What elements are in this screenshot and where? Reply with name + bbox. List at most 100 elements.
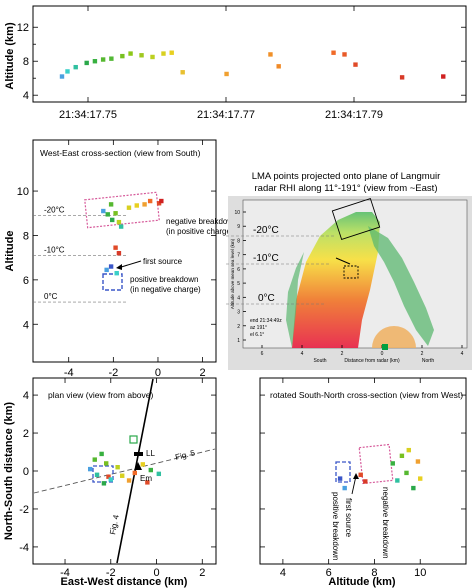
radar-ytick-label: 2 xyxy=(237,324,240,330)
ll-marker xyxy=(134,452,143,456)
plan-view-ylabel: North-South distance (km) xyxy=(3,402,15,540)
plan-view-xlabel: East-West distance (km) xyxy=(61,576,188,588)
west-east-point xyxy=(108,264,114,269)
time-altitude-point xyxy=(224,71,229,77)
pos-breakdown-label-1: positive breakdown xyxy=(130,275,198,284)
radar-ytick-label: 8 xyxy=(237,238,240,244)
radar-isotherm-10-label: -10°C xyxy=(253,253,279,264)
time-altitude-xtick-label: 21:34:17.79 xyxy=(325,109,383,121)
plan-view-xtick-label: -4 xyxy=(60,567,70,579)
radar-echo-green-right xyxy=(368,226,434,346)
radar-ytick-label: 9 xyxy=(237,224,240,230)
radar-isotherm-0-label: 0°C xyxy=(258,293,275,304)
west-east-point xyxy=(118,224,124,229)
plan-view-point xyxy=(87,466,93,472)
plan-view-point xyxy=(104,461,109,466)
radar-rhi-panel: LMA points projected onto plane of Langm… xyxy=(226,171,472,370)
radar-xtick-label: 2 xyxy=(341,351,344,357)
radar-isotherm-20-label: -20°C xyxy=(253,225,279,236)
time-altitude-point xyxy=(65,69,70,74)
sn-blue-box xyxy=(335,461,351,483)
time-altitude-point xyxy=(353,62,358,67)
west-east-point xyxy=(101,208,106,214)
south-north-point xyxy=(411,485,416,491)
radar-upper-box xyxy=(331,197,381,241)
south-north-frame xyxy=(259,377,467,565)
plan-view-point xyxy=(106,474,111,479)
west-east-panel: West-East cross-section (view from South… xyxy=(4,139,238,379)
time-altitude-point xyxy=(331,50,336,55)
radar-xtick-label: 0 xyxy=(381,351,384,357)
radar-echo-green-left xyxy=(286,252,304,348)
time-altitude-point xyxy=(84,60,89,66)
plan-view-point xyxy=(94,472,100,477)
time-altitude-point xyxy=(161,51,166,56)
west-east-point xyxy=(104,267,109,273)
radar-ytick-label: 3 xyxy=(237,310,240,316)
south-north-point xyxy=(415,459,421,464)
time-altitude-point xyxy=(180,70,185,75)
plan-view-ytick-label: -4 xyxy=(19,542,29,554)
time-altitude-xtick-label: 21:34:17.77 xyxy=(197,109,255,121)
west-east-ytick-label: 6 xyxy=(23,275,29,287)
time-altitude-ytick-label: 12 xyxy=(17,22,29,34)
south-north-xtick-label: 10 xyxy=(414,567,426,579)
time-altitude-point xyxy=(276,64,281,69)
plan-view-xtick-label: 0 xyxy=(153,567,159,579)
time-altitude-point xyxy=(59,74,65,79)
radar-near-field xyxy=(372,326,416,348)
west-east-point xyxy=(147,198,153,204)
south-north-xtick-label: 4 xyxy=(280,567,286,579)
open-square-marker xyxy=(129,435,138,444)
radar-xtick-label: 4 xyxy=(301,351,304,357)
fig5-line xyxy=(33,448,216,494)
radar-echo-core xyxy=(292,212,380,348)
sn-first-source: first source xyxy=(344,498,353,538)
time-altitude-point xyxy=(342,52,347,57)
plan-view-point xyxy=(148,467,154,473)
west-east-point xyxy=(114,271,119,276)
radar-info-2: az 191° xyxy=(250,325,267,331)
time-altitude-ylabel: Altitude (km) xyxy=(4,22,16,90)
time-altitude-ytick-label: 8 xyxy=(23,56,29,68)
south-north-panel: rotated South-North cross-section (view … xyxy=(259,377,467,588)
radar-info-1: end 21:34:49z xyxy=(250,318,282,324)
west-east-isotherm-label: -10°C xyxy=(44,245,65,254)
radar-info-3: el 6.1° xyxy=(250,332,264,338)
plan-view-point xyxy=(115,465,120,470)
radar-lower-box xyxy=(343,265,359,279)
radar-xlabel-center: Distance from radar (km) xyxy=(344,358,400,364)
radar-ytick-label: 6 xyxy=(237,267,240,273)
neg-breakdown-label-2: (in positive charge) xyxy=(166,227,234,236)
plan-view-point xyxy=(132,470,137,476)
south-north-point xyxy=(418,476,423,481)
west-east-point xyxy=(113,245,118,250)
plan-view-point xyxy=(101,481,107,486)
west-east-point xyxy=(142,202,147,207)
west-east-isotherm-label: -20°C xyxy=(44,205,65,214)
time-altitude-point xyxy=(150,54,155,60)
radar-title-line-2: radar RHI along 11°-191° (view from ~Eas… xyxy=(255,183,438,194)
fig5-label: Fig. 5 xyxy=(174,448,196,462)
time-altitude-frame xyxy=(32,5,467,103)
sn-negative-breakdown: negative breakdown xyxy=(381,487,390,559)
first-source-arrowhead xyxy=(116,264,122,270)
plan-view-point xyxy=(99,451,104,457)
plan-view-ytick-label: -2 xyxy=(19,504,29,516)
ll-label: LL xyxy=(146,449,155,458)
south-north-point xyxy=(406,447,411,453)
time-altitude-point xyxy=(73,64,78,70)
time-altitude-point xyxy=(100,57,106,62)
time-altitude-xtick-label: 21:34:17.75 xyxy=(59,109,117,121)
em-marker xyxy=(134,462,142,470)
west-east-point xyxy=(134,203,139,208)
radar-ytick-label: 1 xyxy=(237,338,240,344)
west-east-point xyxy=(110,217,115,223)
sn-pink-box xyxy=(358,443,394,485)
radar-xtick-label: 6 xyxy=(261,351,264,357)
south-north-point xyxy=(337,476,343,481)
west-east-point xyxy=(108,202,114,207)
south-north-point xyxy=(363,479,368,484)
time-altitude-ytick-label: 4 xyxy=(23,90,29,102)
